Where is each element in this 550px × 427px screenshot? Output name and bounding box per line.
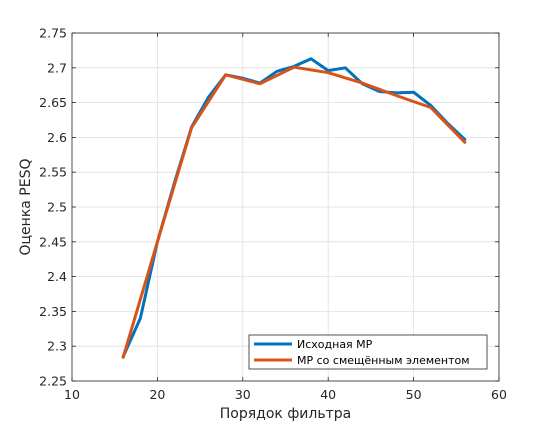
y-tick-label: 2.35 [39,304,67,319]
ticks: 10 20 30 40 50 60 2.25 2.3 2.35 2.4 2.45 2.5 2.55 2.6… [39,26,507,403]
series-group [121,57,467,359]
y-tick-label: 2.25 [39,374,67,389]
y-tick-label: 2.55 [39,165,67,180]
x-tick-label: 10 [64,387,80,402]
y-axis-label: Оценка PESQ [18,159,34,256]
x-tick-label: 30 [235,387,251,402]
y-tick-label: 2.3 [47,339,67,354]
x-tick-label: 40 [320,387,336,402]
y-tick-label: 2.75 [39,26,67,41]
x-tick-label: 20 [149,387,165,402]
legend-label-series-1: Исходная MP [297,338,373,351]
legend-label-series-2: MP со смещённым элементом [297,354,470,367]
y-tick-label: 2.6 [47,130,67,145]
x-tick-label: 50 [406,387,422,402]
y-tick-label: 2.45 [39,234,67,249]
y-tick-label: 2.65 [39,95,67,110]
legend-box [248,334,488,370]
y-tick-label: 2.5 [47,200,67,215]
y-tick-label: 2.4 [47,269,67,284]
y-tick-label: 2.7 [47,60,67,75]
x-tick-label: 60 [491,387,507,402]
series-line-2 [121,65,467,359]
x-axis-label: Порядок фильтра [220,406,351,422]
legend: Исходная MP MP со смещённым элементом [248,334,488,370]
